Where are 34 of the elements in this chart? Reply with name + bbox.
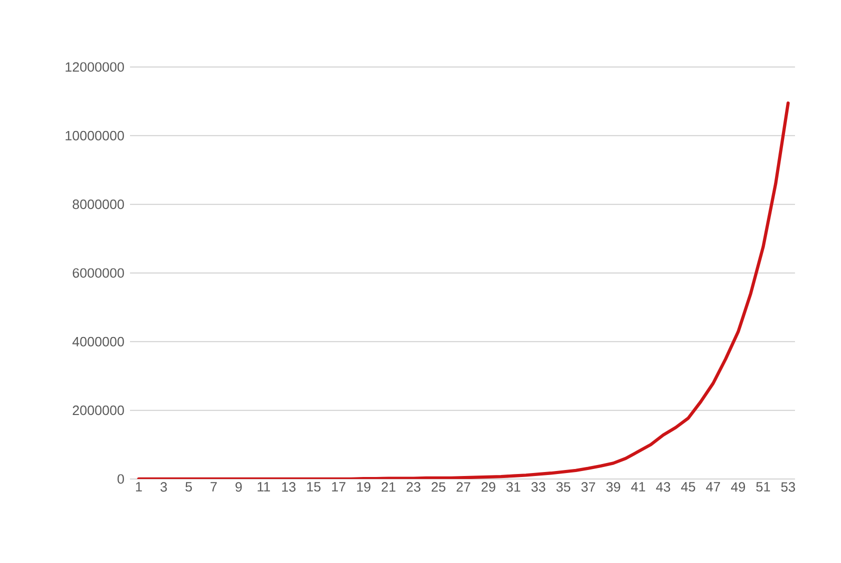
y-tick-label: 6000000 (72, 268, 124, 278)
y-tick-label: 8000000 (72, 200, 124, 210)
x-tick-label: 29 (482, 482, 496, 492)
x-tick-label: 1 (136, 482, 142, 492)
y-tick-label: 4000000 (72, 336, 124, 346)
y-tick-label: 12000000 (66, 62, 124, 72)
x-tick-label: 53 (781, 482, 796, 492)
x-tick-label: 5 (185, 482, 192, 492)
x-tick-label: 13 (282, 482, 296, 492)
y-tick-label: 2000000 (72, 406, 124, 416)
x-tick-label: 31 (506, 482, 520, 492)
x-tick-label: 17 (332, 482, 346, 492)
x-tick-label: 51 (756, 482, 770, 492)
x-tick-label: 41 (631, 482, 646, 492)
x-tick-label: 33 (531, 482, 546, 492)
x-tick-label: 45 (681, 482, 696, 492)
x-tick-label: 23 (406, 482, 420, 492)
x-tick-label: 15 (307, 482, 321, 492)
x-tick-label: 43 (656, 482, 670, 492)
x-tick-label: 35 (556, 482, 570, 492)
x-tick-label: 25 (432, 482, 446, 492)
x-tick-label: 37 (581, 482, 596, 492)
x-tick-label: 11 (258, 482, 270, 492)
x-tick-label: 3 (160, 482, 167, 492)
x-tick-label: 39 (606, 482, 620, 492)
x-tick-label: 7 (210, 482, 217, 492)
x-tick-label: 9 (236, 482, 242, 492)
y-tick-label: 0 (118, 474, 124, 484)
x-tick-label: 49 (731, 482, 746, 492)
x-tick-label: 27 (456, 482, 470, 492)
x-tick-label: 19 (357, 482, 370, 492)
x-tick-label: 47 (706, 482, 720, 492)
x-tick-label: 21 (382, 482, 396, 492)
y-tick-label: 10000000 (66, 130, 124, 140)
